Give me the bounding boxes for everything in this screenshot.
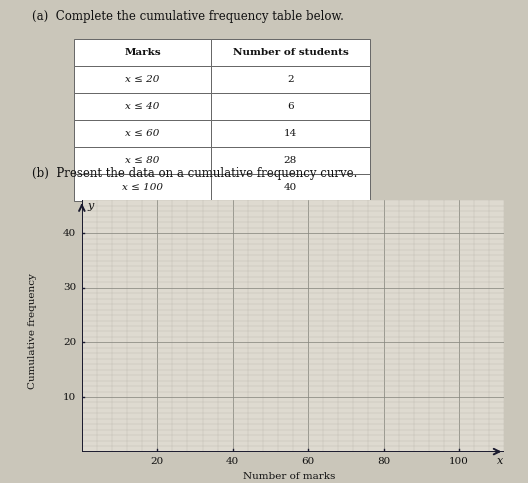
Text: 30: 30 bbox=[63, 284, 76, 292]
Bar bbox=[74, 93, 211, 120]
Bar bbox=[211, 93, 370, 120]
Text: 28: 28 bbox=[284, 156, 297, 165]
Bar bbox=[211, 147, 370, 174]
Text: x ≤ 20: x ≤ 20 bbox=[125, 75, 160, 84]
Text: 14: 14 bbox=[284, 129, 297, 138]
Text: x: x bbox=[497, 456, 503, 466]
Text: 40: 40 bbox=[226, 457, 239, 466]
Bar bbox=[74, 120, 211, 147]
Text: 20: 20 bbox=[63, 338, 76, 347]
Text: (b)  Present the data on a cumulative frequency curve.: (b) Present the data on a cumulative fre… bbox=[32, 167, 357, 180]
Text: 40: 40 bbox=[63, 229, 76, 238]
Text: Cumulative frequency: Cumulative frequency bbox=[29, 273, 37, 389]
Bar bbox=[74, 66, 211, 93]
Bar bbox=[211, 174, 370, 201]
Text: Number of marks: Number of marks bbox=[243, 472, 335, 482]
Bar bbox=[211, 39, 370, 66]
Text: 10: 10 bbox=[63, 393, 76, 401]
Text: 2: 2 bbox=[287, 75, 294, 84]
Text: 60: 60 bbox=[301, 457, 315, 466]
Bar bbox=[74, 147, 211, 174]
Text: 6: 6 bbox=[287, 102, 294, 111]
Text: (a)  Complete the cumulative frequency table below.: (a) Complete the cumulative frequency ta… bbox=[32, 10, 344, 23]
Text: 40: 40 bbox=[284, 183, 297, 192]
Text: Marks: Marks bbox=[124, 48, 161, 57]
Bar bbox=[211, 120, 370, 147]
Bar bbox=[74, 39, 211, 66]
Text: x ≤ 60: x ≤ 60 bbox=[125, 129, 160, 138]
Text: x ≤ 100: x ≤ 100 bbox=[122, 183, 163, 192]
Bar bbox=[74, 174, 211, 201]
Text: x ≤ 40: x ≤ 40 bbox=[125, 102, 160, 111]
Text: x ≤ 80: x ≤ 80 bbox=[125, 156, 160, 165]
Text: 100: 100 bbox=[449, 457, 469, 466]
Text: 80: 80 bbox=[377, 457, 390, 466]
Bar bbox=[211, 66, 370, 93]
Text: y: y bbox=[88, 201, 94, 211]
Text: 20: 20 bbox=[150, 457, 164, 466]
Text: Number of students: Number of students bbox=[232, 48, 348, 57]
